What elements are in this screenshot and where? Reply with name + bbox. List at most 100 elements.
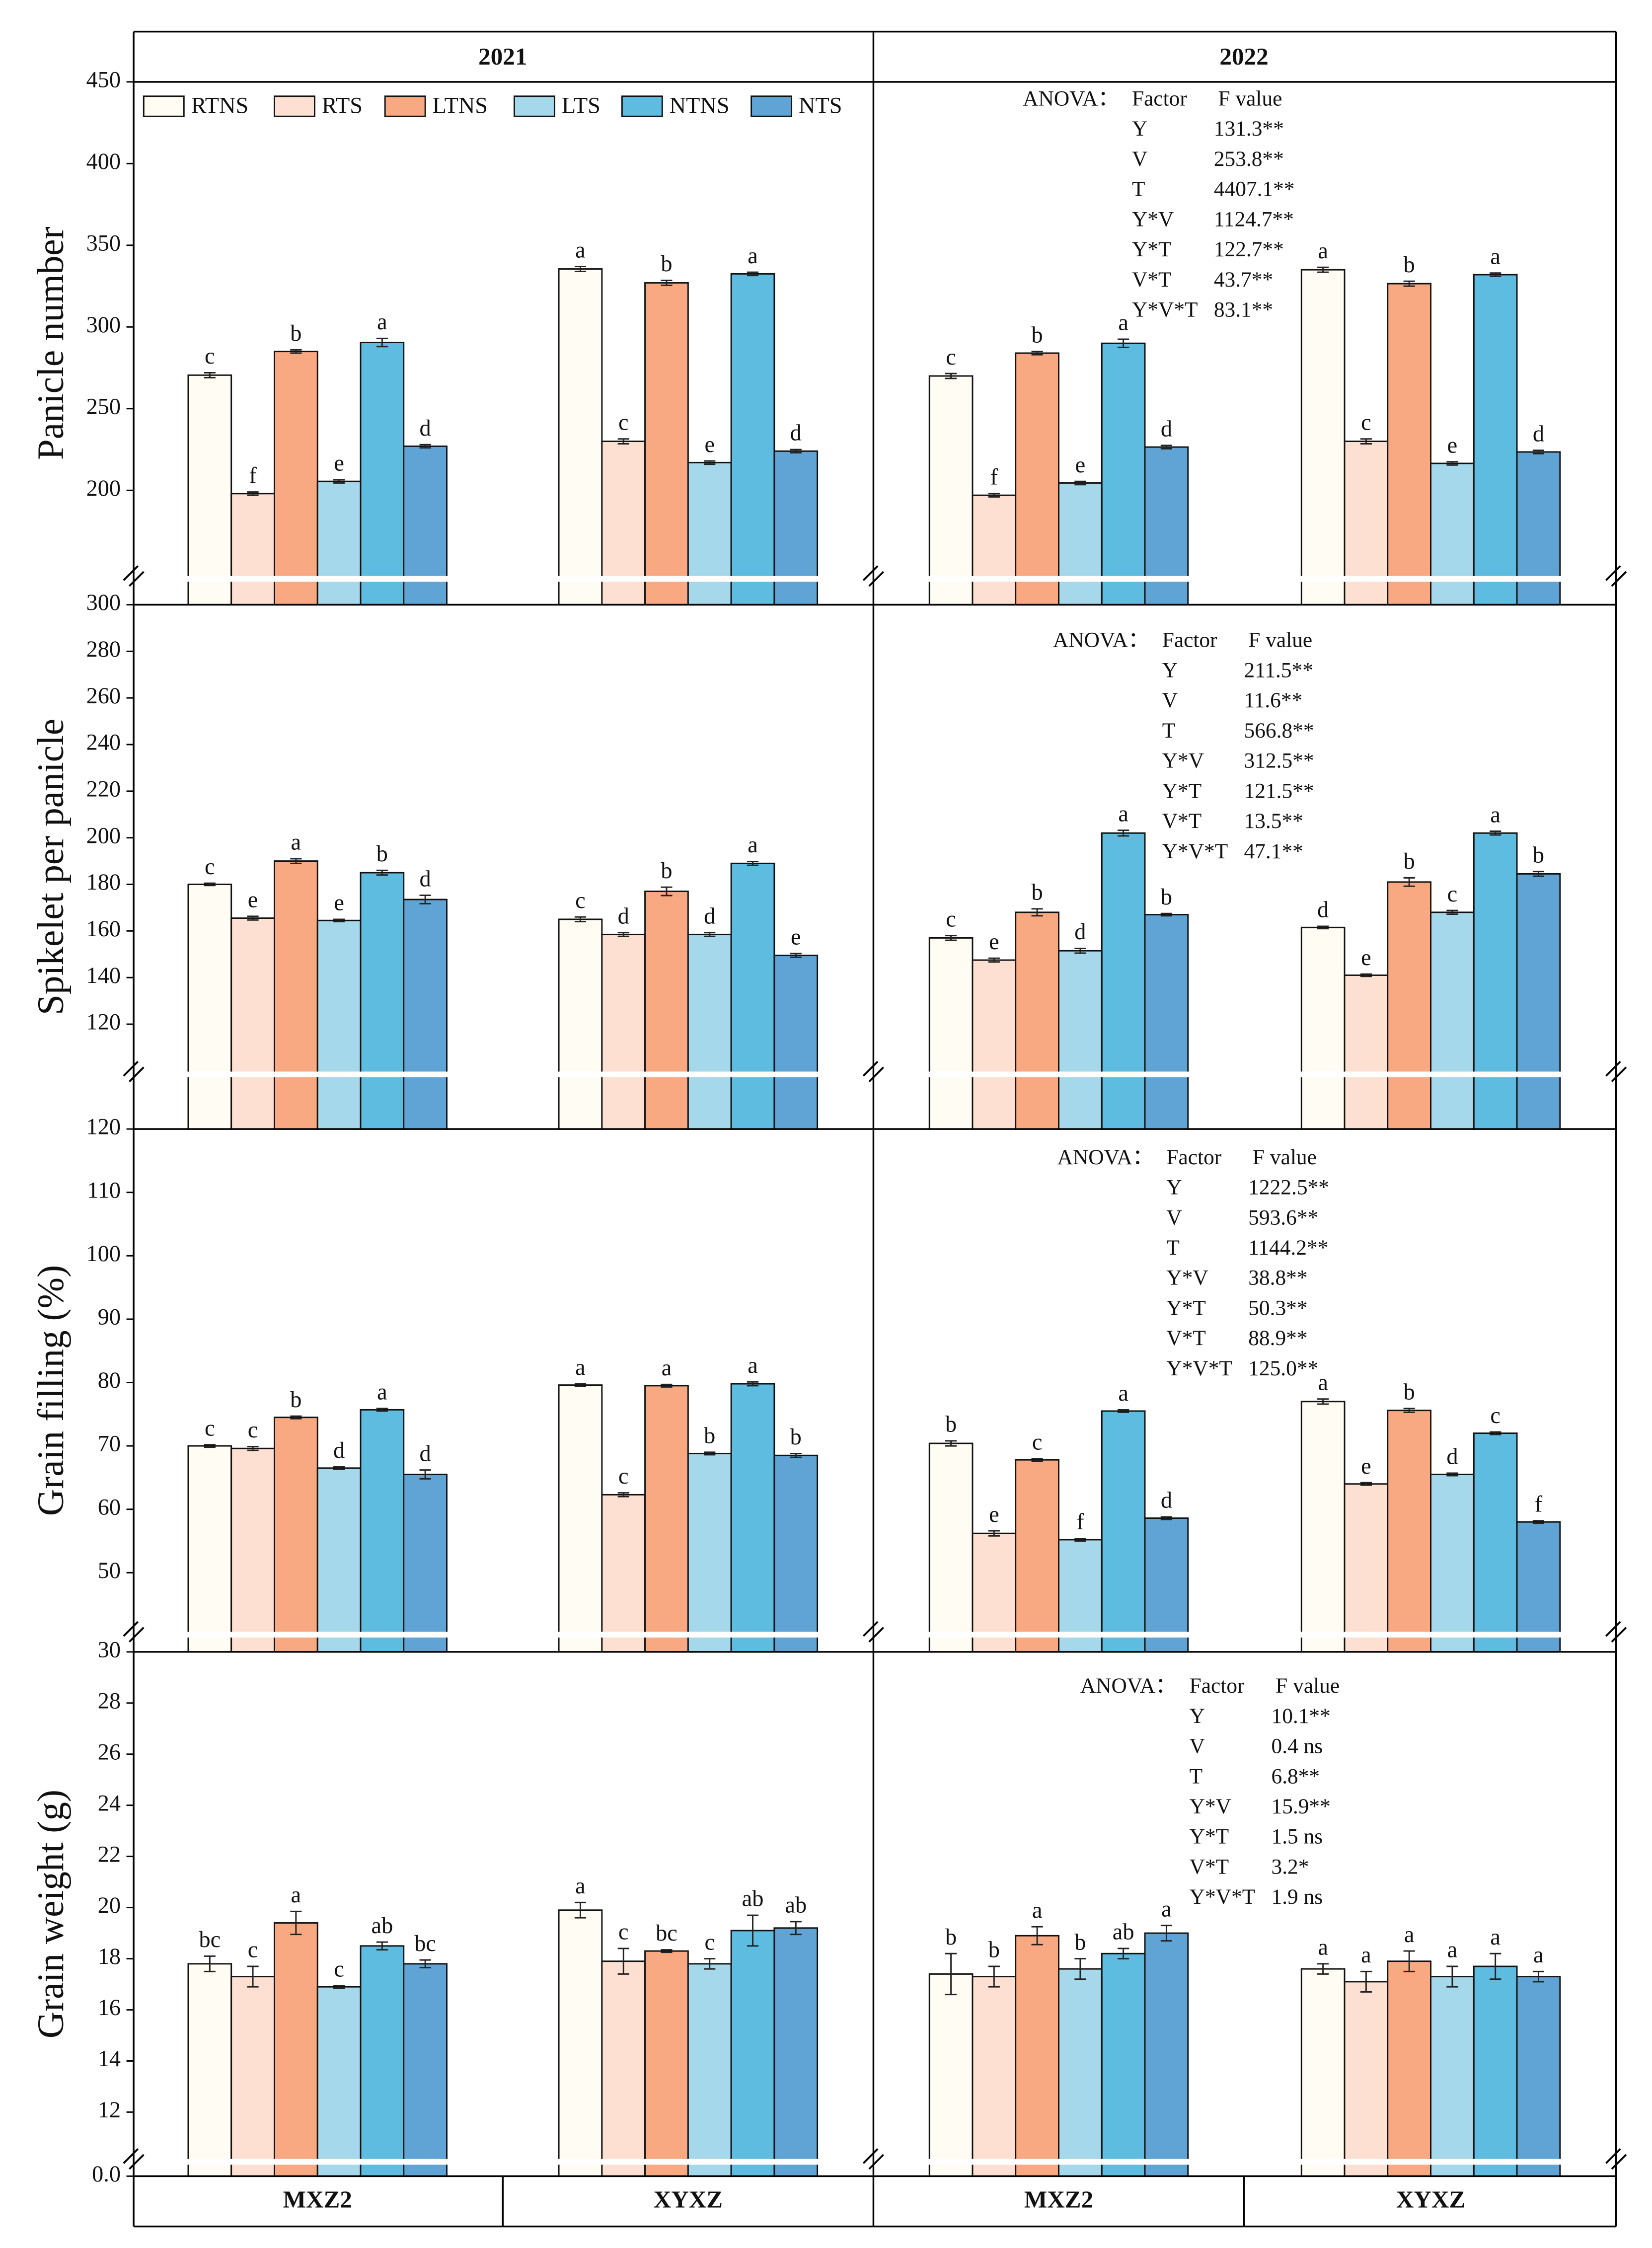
bar bbox=[1344, 1483, 1389, 1653]
legend-swatch bbox=[751, 95, 793, 117]
error-bar bbox=[333, 1985, 345, 1989]
error-bar bbox=[290, 1415, 302, 1420]
y-tick-label: 60 bbox=[98, 1495, 121, 1520]
anova-value: 88.9** bbox=[1248, 1326, 1307, 1350]
anova-header: F value bbox=[1248, 628, 1312, 652]
significance-letter: d bbox=[333, 1438, 345, 1463]
significance-letter: b bbox=[945, 1412, 957, 1437]
y-tick-label: 28 bbox=[98, 1688, 121, 1714]
significance-letter: e bbox=[248, 887, 258, 912]
anova-value: 1222.5** bbox=[1248, 1176, 1329, 1199]
anova-factor: Y*V bbox=[1162, 749, 1204, 773]
significance-letter: a bbox=[748, 832, 758, 858]
error-bar bbox=[1446, 1965, 1458, 1988]
bar bbox=[972, 494, 1017, 605]
error-bar bbox=[790, 1452, 802, 1458]
error-bar bbox=[419, 1469, 431, 1480]
significance-letter: a bbox=[1161, 1896, 1172, 1922]
y-tick-label: 90 bbox=[98, 1305, 121, 1330]
bar bbox=[773, 955, 819, 1130]
significance-letter: b bbox=[376, 841, 388, 867]
error-bar bbox=[1360, 438, 1372, 445]
axis-break-mark bbox=[862, 565, 885, 587]
anova-factor: V*T bbox=[1132, 268, 1172, 292]
significance-letter: b bbox=[945, 1925, 957, 1950]
legend-label: NTNS bbox=[670, 93, 730, 119]
bar bbox=[360, 1409, 405, 1653]
axis-break-mark bbox=[123, 1621, 145, 1643]
error-bar bbox=[204, 372, 216, 378]
anova-factor: V*T bbox=[1190, 1855, 1229, 1878]
x-category-label: XYXZ bbox=[1396, 2186, 1465, 2213]
anova-factor: T bbox=[1162, 719, 1176, 743]
bar bbox=[274, 1417, 318, 1653]
anova-label: ANOVA： bbox=[1080, 1674, 1177, 1698]
significance-letter: d bbox=[420, 1441, 431, 1466]
significance-letter: c bbox=[1447, 882, 1458, 907]
bar bbox=[558, 918, 603, 1130]
significance-letter: bc bbox=[656, 1921, 677, 1946]
bar bbox=[316, 1467, 362, 1653]
significance-letter: d bbox=[1161, 416, 1172, 442]
bar bbox=[687, 461, 732, 605]
bar bbox=[230, 917, 275, 1130]
significance-letter: c bbox=[575, 888, 586, 913]
anova-header: F value bbox=[1276, 1674, 1340, 1698]
error-bar bbox=[1532, 871, 1545, 877]
error-bar bbox=[247, 1965, 259, 1988]
y-tick-label: 50 bbox=[98, 1558, 121, 1583]
y-tick-label: 450 bbox=[86, 67, 121, 92]
error-bar bbox=[376, 337, 388, 348]
bar bbox=[1101, 832, 1146, 1130]
anova-value: 15.9** bbox=[1272, 1795, 1331, 1818]
significance-letter: a bbox=[1361, 1943, 1371, 1968]
significance-letter: c bbox=[704, 1930, 715, 1955]
error-bar bbox=[1490, 830, 1502, 836]
bar bbox=[730, 862, 775, 1130]
error-bar bbox=[376, 1941, 388, 1950]
error-bar bbox=[790, 449, 802, 454]
axis-break-mark bbox=[862, 1621, 885, 1643]
y-tick-label: 300 bbox=[86, 312, 121, 338]
error-bar bbox=[1317, 1398, 1329, 1405]
significance-letter: e bbox=[1447, 433, 1458, 458]
error-bar bbox=[790, 953, 802, 958]
error-bar bbox=[747, 861, 759, 866]
y-tick-label: 22 bbox=[98, 1842, 121, 1867]
bar bbox=[1430, 1474, 1475, 1653]
bar bbox=[687, 933, 732, 1130]
bar bbox=[1387, 881, 1431, 1130]
bar bbox=[1516, 1976, 1561, 2177]
x-category-label: XYXZ bbox=[654, 2186, 723, 2213]
anova-value: 83.1** bbox=[1214, 298, 1273, 322]
anova-factor: Y bbox=[1132, 117, 1147, 141]
error-bar bbox=[574, 916, 587, 923]
anova-factor: T bbox=[1166, 1236, 1180, 1260]
bar bbox=[1015, 911, 1059, 1130]
error-bar bbox=[1490, 1952, 1502, 1980]
anova-factor: T bbox=[1132, 177, 1145, 201]
significance-letter: ab bbox=[372, 1913, 393, 1939]
anova-value: 38.8** bbox=[1248, 1266, 1307, 1290]
y-tick-label: 120 bbox=[86, 1115, 121, 1140]
error-bar bbox=[376, 1408, 388, 1412]
bar bbox=[1015, 352, 1059, 605]
bar bbox=[1300, 926, 1346, 1130]
bar bbox=[1516, 451, 1561, 605]
anova-value: 50.3** bbox=[1248, 1296, 1307, 1320]
significance-letter: bc bbox=[414, 1931, 436, 1956]
error-bar bbox=[747, 1381, 759, 1387]
y-tick-label: 70 bbox=[98, 1431, 121, 1457]
significance-letter: b bbox=[1032, 880, 1043, 905]
bar bbox=[644, 1950, 689, 2177]
error-bar bbox=[1317, 1963, 1329, 1975]
bar bbox=[403, 1963, 448, 2177]
error-bar bbox=[290, 858, 302, 864]
y-tick-label: 400 bbox=[86, 149, 121, 174]
bar bbox=[1300, 1968, 1346, 2177]
significance-letter: e bbox=[334, 451, 344, 476]
bar bbox=[230, 1447, 275, 1653]
x-category-label: MXZ2 bbox=[1024, 2186, 1093, 2213]
legend-label: RTNS bbox=[191, 93, 248, 119]
